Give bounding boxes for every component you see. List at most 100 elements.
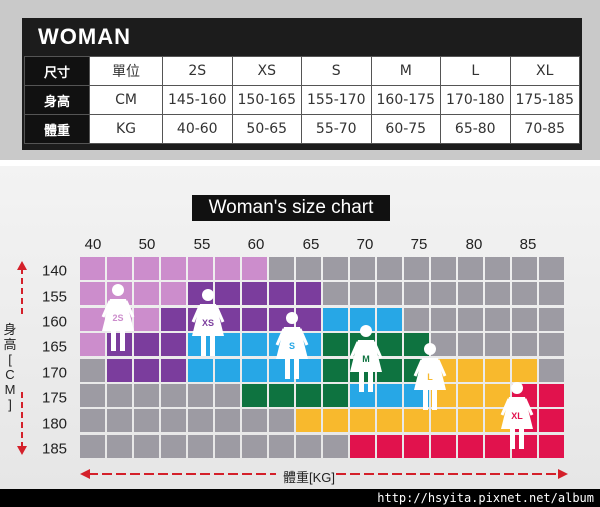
grid-cell bbox=[377, 257, 402, 280]
grid-cell bbox=[107, 257, 132, 280]
grid-cell bbox=[80, 409, 105, 433]
grid-cell bbox=[458, 358, 483, 382]
grid-cell bbox=[215, 358, 240, 382]
size-figure-label: L bbox=[427, 372, 433, 382]
y-axis-label: 身高[C M] bbox=[2, 322, 18, 412]
grid-cell bbox=[107, 358, 132, 382]
x-tick-label: 85 bbox=[519, 236, 537, 253]
grid-cell bbox=[350, 257, 375, 280]
y-axis-label-char: 高 bbox=[3, 337, 17, 352]
size-figure-icon: XL bbox=[500, 382, 534, 449]
y-axis-label-char: ] bbox=[8, 397, 12, 412]
grid-cell bbox=[188, 384, 213, 407]
size-figure-icon: XS bbox=[191, 289, 225, 356]
grid-cell bbox=[377, 333, 402, 357]
grid-cell bbox=[242, 307, 267, 331]
table-cell: M bbox=[370, 56, 441, 86]
grid-cell bbox=[107, 409, 132, 433]
x-axis-label: 體重[KG] bbox=[283, 470, 336, 485]
grid-cell bbox=[512, 358, 537, 382]
y-tick-label: 140 bbox=[42, 262, 68, 280]
grid-cell bbox=[485, 307, 510, 331]
size-figure-label: S bbox=[289, 341, 295, 351]
grid-cell bbox=[80, 307, 105, 331]
grid-cell bbox=[215, 257, 240, 280]
y-axis-label-char: M bbox=[4, 382, 16, 397]
grid-cell bbox=[377, 358, 402, 382]
grid-cell bbox=[188, 257, 213, 280]
grid-cell bbox=[215, 282, 240, 306]
grid-cell bbox=[269, 409, 294, 433]
y-axis-label-char: [ bbox=[8, 352, 12, 367]
grid-cell bbox=[134, 434, 159, 458]
grid-cell bbox=[431, 434, 456, 458]
grid-cell bbox=[269, 257, 294, 280]
table-row: 尺寸 單位 2S XS S M L XL bbox=[24, 56, 580, 86]
grid-cell bbox=[80, 434, 105, 458]
section-title: WOMAN bbox=[38, 24, 131, 49]
grid-cell bbox=[539, 409, 564, 433]
x-tick-label: 75 bbox=[410, 236, 428, 253]
grid-cell bbox=[485, 358, 510, 382]
grid-cell bbox=[539, 282, 564, 306]
grid-cell bbox=[458, 384, 483, 407]
grid-cell bbox=[323, 307, 348, 331]
grid-cell bbox=[161, 307, 186, 331]
grid-cell bbox=[161, 434, 186, 458]
grid-cell bbox=[269, 282, 294, 306]
grid-cell bbox=[458, 307, 483, 331]
grid-cell bbox=[161, 282, 186, 306]
grid-cell bbox=[134, 384, 159, 407]
size-figure-label: XL bbox=[511, 411, 523, 421]
grid-cell bbox=[161, 333, 186, 357]
table-cell: 2S bbox=[162, 56, 233, 86]
table-cell: XS bbox=[231, 56, 302, 86]
grid-cell bbox=[431, 257, 456, 280]
size-grid bbox=[80, 257, 567, 460]
x-tick-label: 50 bbox=[138, 236, 156, 253]
table-cell: 50-65 bbox=[231, 114, 302, 144]
grid-cell bbox=[80, 333, 105, 357]
grid-cell bbox=[215, 333, 240, 357]
grid-cell bbox=[80, 358, 105, 382]
x-tick-label: 70 bbox=[356, 236, 374, 253]
grid-cell bbox=[485, 384, 510, 407]
grid-cell bbox=[134, 358, 159, 382]
grid-cell bbox=[485, 434, 510, 458]
grid-cell bbox=[539, 333, 564, 357]
grid-cell bbox=[323, 384, 348, 407]
table-cell: 150-165 bbox=[231, 85, 302, 115]
grid-cell bbox=[269, 307, 294, 331]
grid-cell bbox=[188, 333, 213, 357]
grid-cell bbox=[458, 409, 483, 433]
grid-cell bbox=[242, 333, 267, 357]
x-tick-label: 60 bbox=[247, 236, 265, 253]
grid-cell bbox=[188, 358, 213, 382]
grid-cell bbox=[512, 333, 537, 357]
grid-cell bbox=[296, 257, 321, 280]
grid-cell bbox=[431, 333, 456, 357]
unit-cell: CM bbox=[89, 85, 163, 115]
grid-cell bbox=[431, 307, 456, 331]
grid-cell bbox=[161, 358, 186, 382]
grid-cell bbox=[134, 409, 159, 433]
y-tick-label: 170 bbox=[42, 364, 68, 382]
row-header: 尺寸 bbox=[24, 56, 90, 86]
y-axis-label-char: C bbox=[5, 367, 15, 382]
grid-cell bbox=[458, 257, 483, 280]
grid-cell bbox=[539, 384, 564, 407]
grid-cell bbox=[215, 384, 240, 407]
grid-cell bbox=[107, 384, 132, 407]
grid-cell bbox=[188, 434, 213, 458]
size-table: 尺寸 單位 2S XS S M L XL 身高 CM 145-160 150-1… bbox=[24, 56, 580, 144]
grid-cell bbox=[404, 307, 429, 331]
grid-cell bbox=[323, 333, 348, 357]
watermark-text: http://hsyita.pixnet.net/album bbox=[377, 491, 594, 505]
grid-cell bbox=[107, 434, 132, 458]
grid-cell bbox=[404, 409, 429, 433]
table-row: 體重 KG 40-60 50-65 55-70 60-75 65-80 70-8… bbox=[24, 114, 580, 144]
grid-cell bbox=[269, 434, 294, 458]
grid-cell bbox=[485, 282, 510, 306]
table-cell: 160-175 bbox=[370, 85, 441, 115]
table-cell: S bbox=[301, 56, 372, 86]
